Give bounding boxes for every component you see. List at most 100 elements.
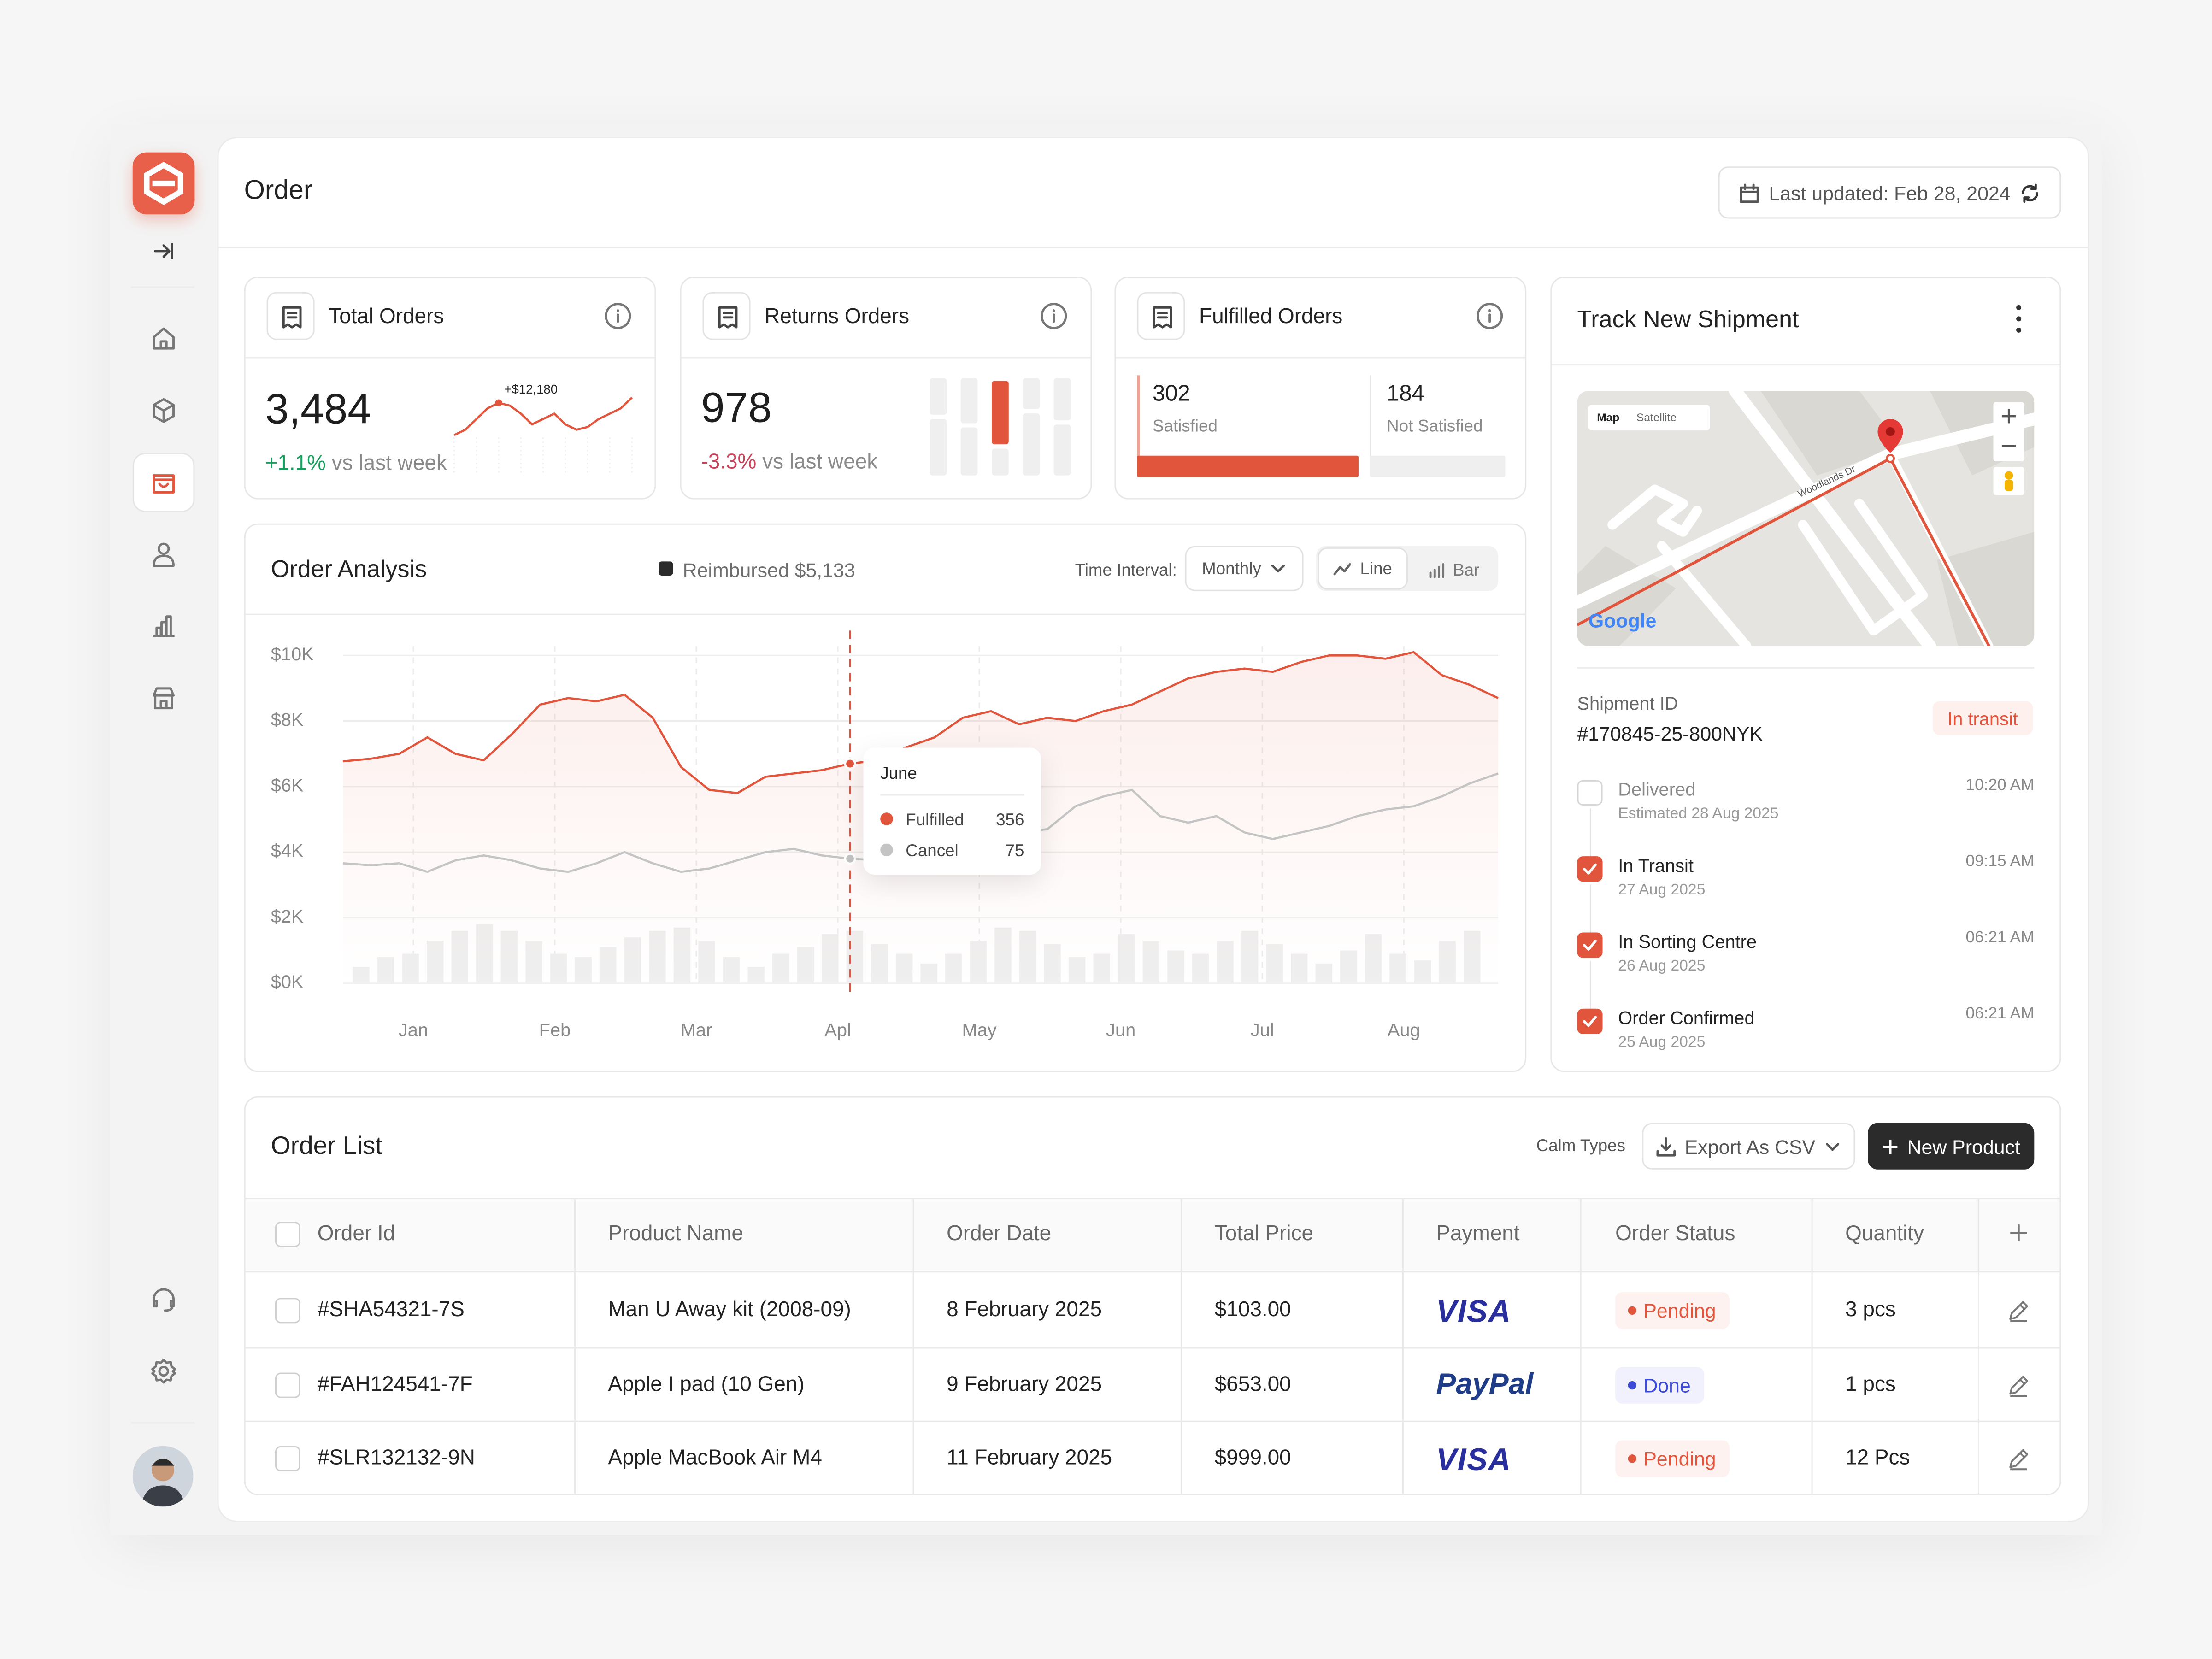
timeline-date: 25 Aug 2025 (1618, 1034, 1706, 1051)
timeline-check (1577, 1008, 1603, 1034)
home-icon[interactable] (149, 324, 177, 353)
bag-icon (153, 474, 175, 494)
chart-icon[interactable] (149, 612, 177, 641)
edit-icon (2009, 1448, 2028, 1470)
line-view-button[interactable]: Line (1318, 547, 1408, 590)
check-icon (1583, 940, 1597, 951)
card-title: Total Orders (329, 305, 444, 329)
x-tick-label: May (962, 1020, 997, 1040)
filter-label[interactable]: Calm Types (1536, 1135, 1625, 1156)
map[interactable]: Map Satellite Woodlands Dr Google (1577, 390, 2035, 647)
active-nav[interactable] (132, 453, 195, 512)
edit-button[interactable] (2006, 1372, 2031, 1397)
timeline-check (1577, 932, 1603, 958)
table-cell: $653.00 (1214, 1372, 1291, 1396)
x-tick-label: Mar (681, 1020, 712, 1040)
satisfied-value: 302 (1153, 382, 1190, 406)
column-divider (1580, 1197, 1582, 1494)
new-product-button[interactable]: New Product (1868, 1123, 2035, 1170)
shipment-id-label: Shipment ID (1577, 693, 1678, 714)
table-cell: 1 pcs (1845, 1372, 1896, 1396)
card-divider (245, 357, 655, 359)
shipment-id: #170845-25-800NYK (1577, 722, 1763, 745)
receipt-icon (1153, 306, 1172, 329)
export-button[interactable]: Export As CSV (1642, 1123, 1855, 1170)
status-dot (1628, 1453, 1637, 1462)
table-cell: Apple I pad (10 Gen) (608, 1372, 805, 1396)
y-tick-label: $2K (271, 906, 304, 927)
section-divider (245, 613, 1525, 615)
box-icon[interactable] (149, 396, 177, 424)
x-tick-label: Jun (1106, 1020, 1135, 1040)
edit-button[interactable] (2006, 1297, 2031, 1323)
card-divider (1116, 357, 1525, 359)
table-cell: $999.00 (1214, 1445, 1291, 1470)
collapse-icon[interactable] (149, 237, 177, 265)
map-tab[interactable]: Map (1597, 412, 1619, 424)
payment-logo: PayPal (1436, 1367, 1534, 1400)
tooltip-series: Cancel (906, 841, 959, 861)
card-title: Fulfilled Orders (1199, 305, 1343, 329)
stat-value: 978 (701, 385, 772, 432)
receipt-icon (718, 306, 738, 329)
card-icon-box (702, 292, 751, 340)
sidebar-divider (131, 1422, 195, 1424)
check-icon (1583, 1016, 1597, 1027)
tooltip-title: June (880, 763, 917, 783)
total-orders-card (244, 276, 656, 500)
row-checkbox[interactable] (275, 1297, 301, 1323)
row-divider (245, 1420, 2060, 1422)
timeline-time: 10:20 AM (1965, 777, 2035, 794)
info-icon[interactable] (1040, 302, 1068, 330)
user-icon[interactable] (149, 540, 177, 568)
plus-icon (1883, 1139, 1898, 1153)
timeline-title: Delivered (1618, 778, 1696, 800)
bar-view-button[interactable]: Bar (1428, 560, 1479, 580)
last-updated-text: Last updated: Feb 28, 2024 (1769, 181, 2011, 204)
settings-icon[interactable] (149, 1357, 177, 1385)
map-tab[interactable]: Satellite (1636, 412, 1677, 424)
column-header: Total Price (1214, 1222, 1314, 1246)
row-checkbox[interactable] (275, 1445, 301, 1471)
returns-bars (930, 378, 1071, 476)
timeline-check (1577, 856, 1603, 882)
timeline-time: 09:15 AM (1965, 853, 2035, 871)
support-icon[interactable] (149, 1285, 177, 1313)
tooltip-divider (880, 794, 1024, 796)
bar-icon (1429, 562, 1445, 577)
y-tick-label: $10K (271, 644, 314, 665)
row-checkbox[interactable] (275, 1372, 301, 1398)
x-tick-label: Jan (399, 1020, 428, 1040)
column-header: Order Status (1615, 1222, 1735, 1246)
line-icon (1333, 562, 1352, 575)
info-icon[interactable] (604, 302, 632, 330)
edit-button[interactable] (2006, 1445, 2031, 1471)
interval-value: Monthly (1202, 559, 1261, 579)
sidebar-divider (131, 286, 195, 288)
column-divider (574, 1197, 576, 1494)
view-label: Line (1360, 559, 1392, 579)
info-icon[interactable] (1476, 302, 1504, 330)
card-title: Returns Orders (765, 305, 910, 329)
status-dot (1628, 1380, 1637, 1389)
last-updated-button[interactable]: Last updated: Feb 28, 2024 (1718, 166, 2061, 219)
timeline-title: In Transit (1618, 855, 1694, 877)
column-header: Order Id (317, 1222, 395, 1246)
logo[interactable] (132, 152, 195, 215)
row-checkbox[interactable] (275, 1222, 301, 1247)
avatar[interactable] (132, 1446, 194, 1507)
x-tick-label: Apl (824, 1020, 851, 1040)
tooltip-value: 356 (996, 810, 1024, 830)
store-icon[interactable] (149, 684, 177, 712)
column-divider (1977, 1197, 1979, 1494)
y-tick-label: $6K (271, 775, 304, 795)
section-title: Track New Shipment (1577, 306, 1799, 333)
page-title: Order (244, 176, 313, 206)
status-badge: Done (1615, 1366, 1705, 1403)
add-column-button[interactable] (2007, 1216, 2030, 1253)
interval-select[interactable]: Monthly (1185, 546, 1304, 591)
edit-icon (2009, 1375, 2028, 1396)
more-icon[interactable] (2009, 302, 2029, 335)
not-satisfied-label: Not Satisfied (1387, 416, 1483, 436)
satisfied-label: Satisfied (1153, 416, 1218, 436)
